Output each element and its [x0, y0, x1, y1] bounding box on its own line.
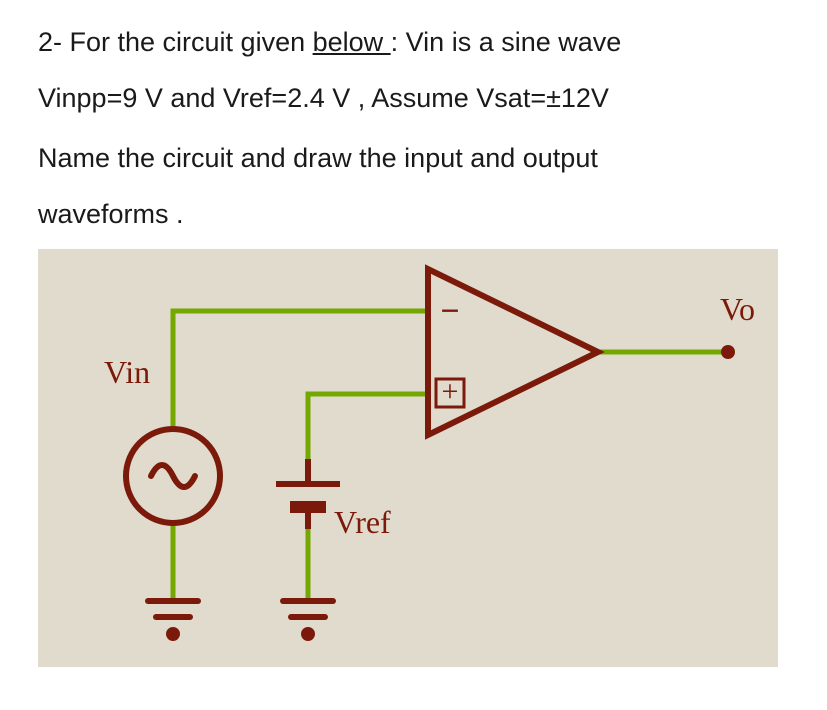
- circuit-diagram: + − Vin Vref Vo: [38, 249, 778, 667]
- q-l1a: 2- For the circuit given: [38, 27, 313, 57]
- circuit-svg: + −: [38, 249, 778, 667]
- q-l1u: below: [313, 27, 391, 57]
- question-line4: waveforms .: [38, 194, 789, 236]
- question-line3: Name the circuit and draw the input and …: [38, 138, 789, 180]
- plus-sign: +: [442, 375, 459, 408]
- vin-label: Vin: [104, 354, 150, 391]
- vref-label: Vref: [334, 504, 391, 541]
- minus-sign: −: [440, 293, 459, 330]
- question-line2: Vinpp=9 V and Vref=2.4 V , Assume Vsat=±…: [38, 78, 789, 120]
- vo-label: Vo: [720, 291, 755, 328]
- q-l1b: : Vin is a sine wave: [391, 27, 622, 57]
- question-line1: 2- For the circuit given below : Vin is …: [38, 22, 789, 64]
